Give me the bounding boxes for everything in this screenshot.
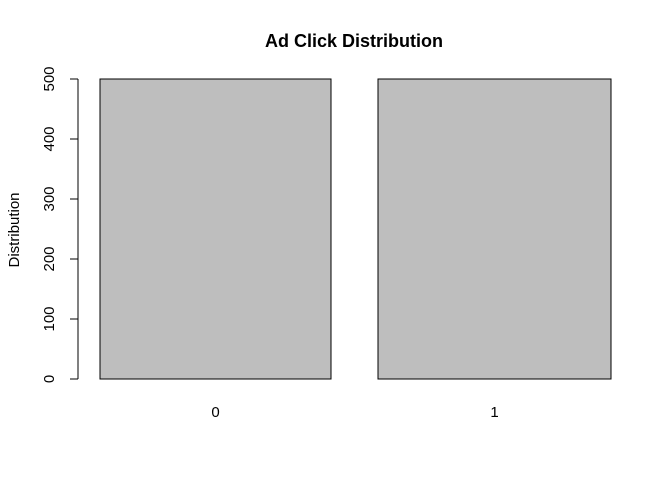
bars bbox=[99, 78, 612, 380]
y-axis-label: Distribution bbox=[6, 192, 23, 267]
bar-0 bbox=[99, 78, 332, 380]
y-axis: 0 100 200 300 400 500 bbox=[41, 66, 79, 383]
x-tick-label: 1 bbox=[490, 404, 498, 421]
y-tick-label: 300 bbox=[41, 186, 58, 211]
chart-title: Ad Click Distribution bbox=[265, 31, 443, 51]
y-tick-label: 100 bbox=[41, 306, 58, 331]
x-tick-label: 0 bbox=[211, 404, 219, 421]
bar-1 bbox=[377, 78, 612, 380]
y-tick-label: 500 bbox=[41, 66, 58, 91]
y-tick-label: 400 bbox=[41, 126, 58, 151]
y-tick-label: 0 bbox=[41, 375, 58, 383]
y-tick-label: 200 bbox=[41, 246, 58, 271]
